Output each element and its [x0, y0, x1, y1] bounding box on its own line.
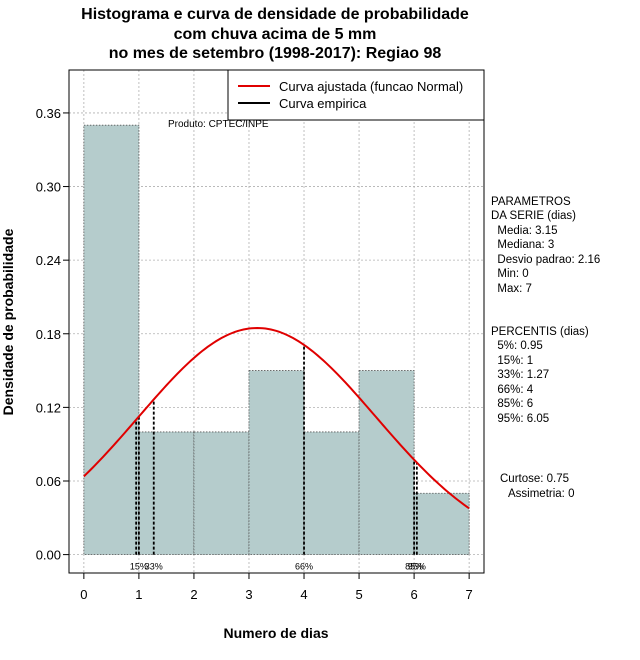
- chart-title-line-3: no mes de setembro (1998-2017): Regiao 9…: [108, 45, 442, 62]
- y-axis-label: Densidade de probabilidade: [0, 228, 16, 415]
- axes: 0 1 2 3 4 5 6 7 0.00 0.06 0.12 0.18 0.24 0.30 0.36: [36, 106, 473, 602]
- y-tick-label: 0.06: [36, 474, 61, 489]
- x-tick-label: 4: [300, 587, 307, 602]
- histogram-bar: [303, 431, 360, 555]
- percentis-title: PERCENTIS (dias): [491, 326, 589, 338]
- percentil-33: 33%: 1.27: [491, 369, 550, 381]
- legend-label-normal: Curva ajustada (funcao Normal): [279, 79, 463, 94]
- legend: Curva ajustada (funcao Normal) Curva emp…: [227, 69, 485, 121]
- chart-title-line-2: com chuva acima de 5 mm: [173, 26, 377, 43]
- param-mediana: Mediana: 3: [491, 239, 555, 251]
- histogram-bar: [193, 431, 250, 555]
- param-media: Media: 3.15: [491, 225, 558, 237]
- param-min: Min: 0: [491, 268, 529, 280]
- percentile-marker-label: 85%: [405, 562, 423, 572]
- y-tick-label: 0.30: [36, 180, 61, 195]
- x-tick-label: 5: [355, 587, 362, 602]
- legend-box: [227, 69, 485, 121]
- percentile-marker-label: 95%: [408, 562, 426, 572]
- param-max: Max: 7: [491, 283, 532, 295]
- histogram-bar: [138, 431, 195, 555]
- normal-curve: [83, 327, 470, 510]
- histogram-bar: [248, 370, 305, 555]
- x-axis-label: Numero de dias: [223, 625, 328, 641]
- curtose-value: Curtose: 0.75: [500, 473, 570, 485]
- x-tick-label: 7: [466, 587, 473, 602]
- percentil-95: 95%: 6.05: [491, 413, 550, 425]
- chart-title-line-1: Histograma e curva de densidade de proba…: [81, 6, 469, 23]
- x-tick-label: 1: [135, 587, 142, 602]
- x-tick-label: 0: [80, 587, 87, 602]
- param-title-1: PARAMETROS: [491, 196, 571, 208]
- y-tick-label: 0.36: [36, 106, 61, 121]
- product-annotation: Produto: CPTEC/INPE: [168, 119, 269, 130]
- y-tick-label: 0.24: [36, 253, 61, 268]
- y-tick-label: 0.12: [36, 400, 61, 415]
- assimetria-value: Assimetria: 0: [508, 488, 575, 500]
- param-title-2: DA SERIE (dias): [491, 210, 576, 222]
- param-desvio: Desvio padrao: 2.16: [491, 254, 601, 266]
- percentile-marker-label: 66%: [295, 562, 313, 572]
- histogram-bars: [83, 124, 470, 555]
- x-tick-label: 2: [190, 587, 197, 602]
- percentile-marker-label: 15%: [130, 562, 148, 572]
- legend-label-empirical: Curva empirica: [279, 96, 367, 111]
- normal-curve-layer: [83, 327, 470, 510]
- percentil-5: 5%: 0.95: [491, 340, 543, 352]
- y-tick-label: 0.18: [36, 327, 61, 342]
- percentil-15: 15%: 1: [491, 355, 534, 367]
- histogram-bar: [83, 124, 140, 555]
- histogram-bar: [358, 370, 415, 555]
- y-tick-label: 0.00: [36, 548, 61, 563]
- percentile-markers: 15%33% 66% 85%95%: [130, 344, 426, 572]
- histogram-bar: [413, 492, 470, 555]
- x-tick-label: 3: [245, 587, 252, 602]
- percentil-85: 85%: 6: [491, 398, 534, 410]
- x-tick-label: 6: [410, 587, 417, 602]
- percentil-66: 66%: 4: [491, 384, 534, 396]
- percentile-marker-label: 33%: [145, 562, 163, 572]
